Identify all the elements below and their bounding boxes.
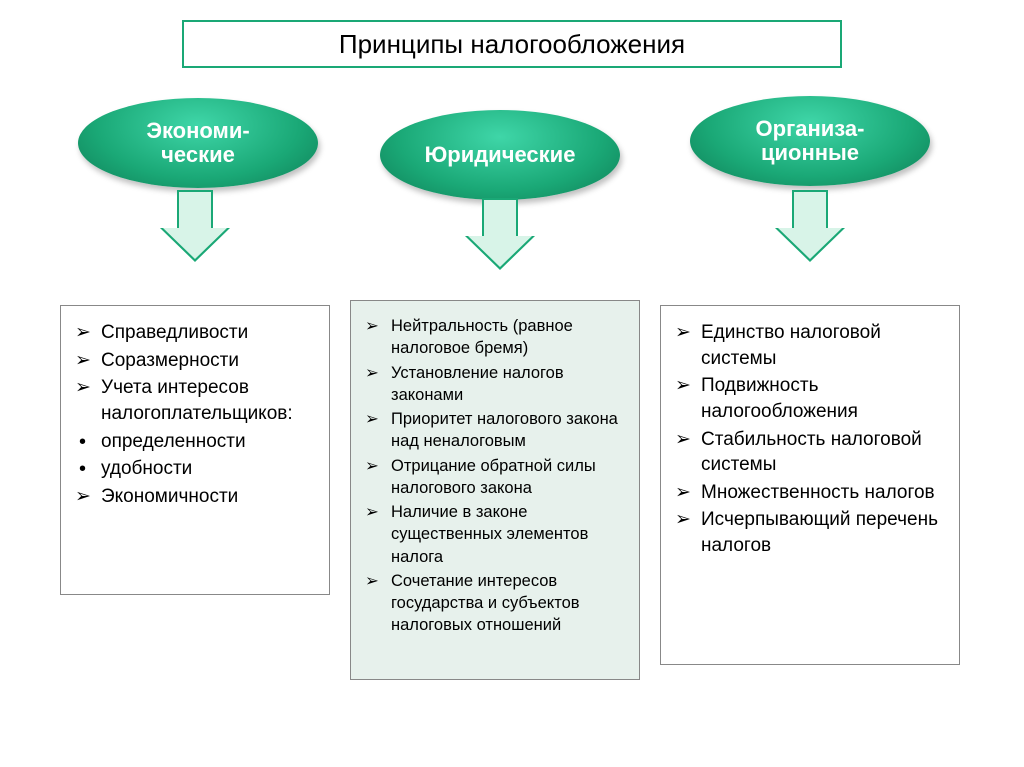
down-arrow-icon (465, 198, 535, 273)
list-item: Наличие в законе существенных элементов … (365, 501, 629, 568)
list-item: Стабильность налоговой системы (675, 427, 949, 478)
list-item: Приоритет налогового закона над неналого… (365, 408, 629, 453)
category-ellipse-organizational: Организа- ционные (690, 96, 930, 186)
list-item: удобности (75, 456, 319, 482)
list-item: Исчерпывающий перечень налогов (675, 507, 949, 558)
principles-list: Справедливости Соразмерности Учета интер… (75, 320, 319, 509)
title-text: Принципы налогообложения (339, 29, 685, 60)
category-ellipse-economic: Экономи- ческие (78, 98, 318, 188)
list-item: Соразмерности (75, 348, 319, 374)
ellipse-label: Организа- ционные (746, 117, 875, 165)
list-item: Сочетание интересов государства и субъек… (365, 570, 629, 637)
principles-list: Единство налоговой системы Подвижность н… (675, 320, 949, 559)
list-item: Множественность налогов (675, 480, 949, 506)
ellipse-label: Юридические (415, 143, 586, 167)
principles-list: Нейтральность (равное налоговое бремя) У… (365, 315, 629, 637)
down-arrow-icon (775, 190, 845, 265)
principles-box-economic: Справедливости Соразмерности Учета интер… (60, 305, 330, 595)
list-item: Справедливости (75, 320, 319, 346)
list-item: Отрицание обратной силы налогового закон… (365, 455, 629, 500)
list-item: Учета интересов налогоплательщиков: (75, 375, 319, 426)
down-arrow-icon (160, 190, 230, 265)
category-ellipse-legal: Юридические (380, 110, 620, 200)
ellipse-label: Экономи- ческие (136, 119, 259, 167)
principles-box-organizational: Единство налоговой системы Подвижность н… (660, 305, 960, 665)
list-item: Установление налогов законами (365, 362, 629, 407)
diagram-title: Принципы налогообложения (182, 20, 842, 68)
list-item: определенности (75, 429, 319, 455)
list-item: Нейтральность (равное налоговое бремя) (365, 315, 629, 360)
principles-box-legal: Нейтральность (равное налоговое бремя) У… (350, 300, 640, 680)
list-item: Экономичности (75, 484, 319, 510)
list-item: Единство налоговой системы (675, 320, 949, 371)
list-item: Подвижность налогообложения (675, 373, 949, 424)
